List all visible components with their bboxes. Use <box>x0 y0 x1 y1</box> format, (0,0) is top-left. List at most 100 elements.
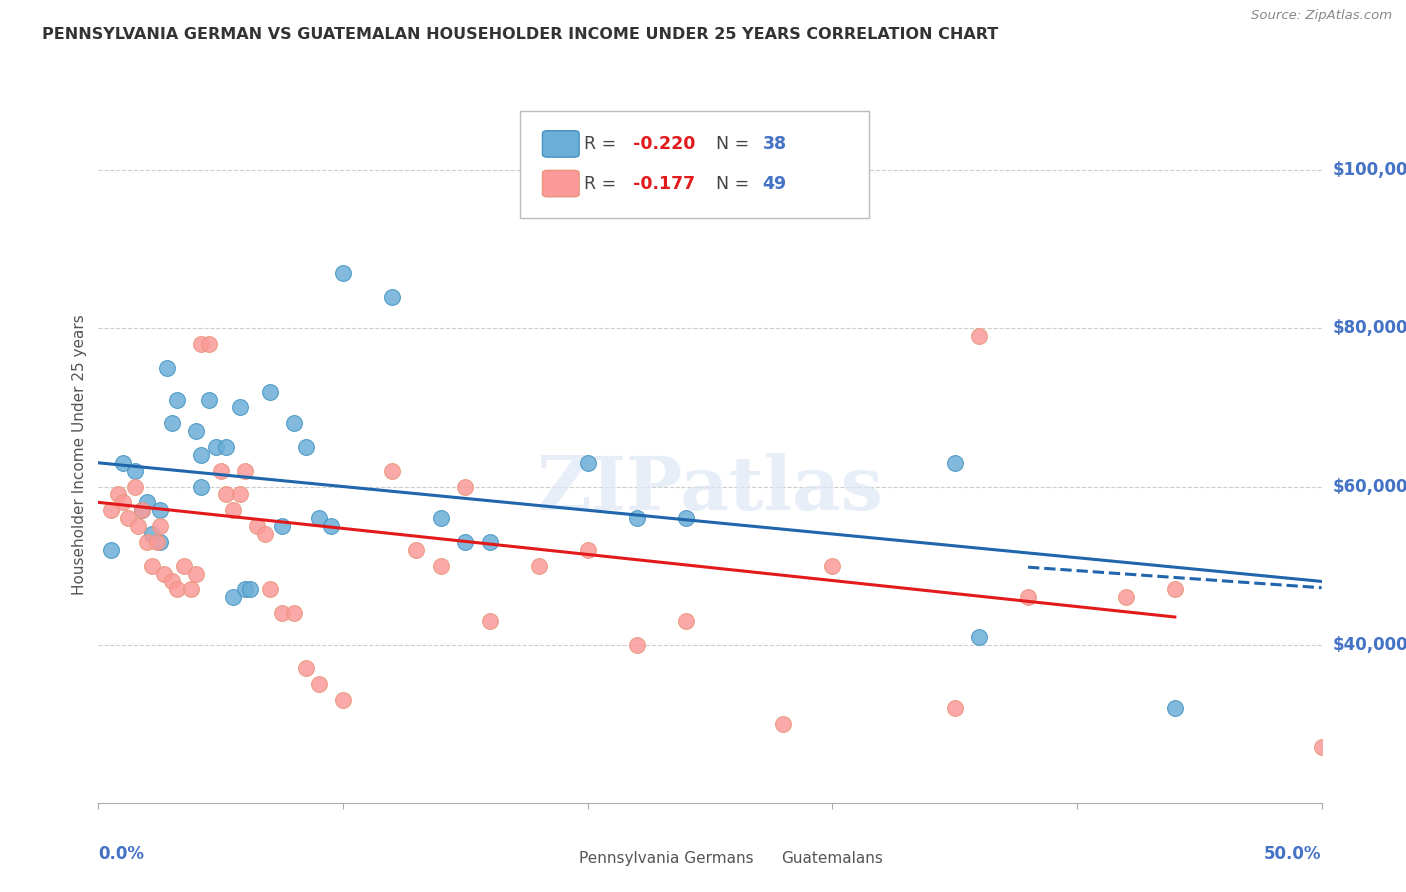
Point <box>190 479 212 493</box>
Point <box>127 519 149 533</box>
Point <box>205 440 228 454</box>
Point <box>146 535 169 549</box>
Point <box>943 456 966 470</box>
Point <box>283 606 305 620</box>
Point <box>675 511 697 525</box>
Point <box>197 392 219 407</box>
Text: -0.177: -0.177 <box>633 175 695 193</box>
Point <box>156 361 179 376</box>
Point <box>190 337 212 351</box>
Point <box>173 558 195 573</box>
Point <box>222 503 245 517</box>
Text: $80,000: $80,000 <box>1333 319 1406 337</box>
Point <box>319 519 342 533</box>
Point <box>214 487 236 501</box>
Point <box>270 606 294 620</box>
Point <box>772 716 794 731</box>
Point <box>332 693 354 707</box>
FancyBboxPatch shape <box>543 131 579 157</box>
Point <box>186 566 208 581</box>
Point <box>967 329 990 343</box>
Point <box>295 661 318 675</box>
Point <box>100 503 122 517</box>
Point <box>239 582 262 597</box>
Point <box>478 614 501 628</box>
Point <box>527 558 550 573</box>
Point <box>283 417 305 431</box>
Point <box>1017 591 1039 605</box>
Point <box>131 503 153 517</box>
Point <box>117 511 139 525</box>
Text: Source: ZipAtlas.com: Source: ZipAtlas.com <box>1251 9 1392 22</box>
Point <box>675 614 697 628</box>
Point <box>430 511 453 525</box>
Text: 38: 38 <box>762 135 787 153</box>
FancyBboxPatch shape <box>541 847 575 870</box>
Point <box>454 535 477 549</box>
Text: R =: R = <box>583 175 627 193</box>
Point <box>166 392 188 407</box>
Point <box>160 574 183 589</box>
Point <box>332 266 354 280</box>
Point <box>197 337 219 351</box>
Point <box>141 558 163 573</box>
FancyBboxPatch shape <box>520 111 869 219</box>
Point <box>222 591 245 605</box>
Point <box>186 424 208 438</box>
Point <box>111 456 134 470</box>
Text: PENNSYLVANIA GERMAN VS GUATEMALAN HOUSEHOLDER INCOME UNDER 25 YEARS CORRELATION : PENNSYLVANIA GERMAN VS GUATEMALAN HOUSEH… <box>42 27 998 42</box>
Point <box>943 701 966 715</box>
Point <box>295 440 318 454</box>
Point <box>229 401 252 415</box>
Point <box>576 542 599 557</box>
Point <box>308 677 330 691</box>
Point <box>626 638 648 652</box>
Text: N =: N = <box>716 135 755 153</box>
Point <box>124 479 146 493</box>
Point <box>381 290 404 304</box>
Point <box>381 464 404 478</box>
FancyBboxPatch shape <box>543 170 579 197</box>
Point <box>111 495 134 509</box>
Point <box>967 630 990 644</box>
Point <box>131 503 153 517</box>
Point <box>576 456 599 470</box>
Text: Pennsylvania Germans: Pennsylvania Germans <box>579 851 754 866</box>
Point <box>259 384 281 399</box>
Text: 50.0%: 50.0% <box>1264 845 1322 863</box>
Text: 49: 49 <box>762 175 787 193</box>
Point <box>1164 582 1187 597</box>
Point <box>821 558 844 573</box>
Point <box>160 417 183 431</box>
Text: Guatemalans: Guatemalans <box>780 851 883 866</box>
Text: ZIPatlas: ZIPatlas <box>537 453 883 526</box>
Point <box>259 582 281 597</box>
Text: -0.220: -0.220 <box>633 135 696 153</box>
Point <box>209 464 232 478</box>
Point <box>107 487 129 501</box>
Text: 0.0%: 0.0% <box>98 845 145 863</box>
FancyBboxPatch shape <box>742 847 778 870</box>
Point <box>1164 701 1187 715</box>
Point <box>214 440 236 454</box>
Point <box>430 558 453 573</box>
Point <box>166 582 188 597</box>
Point <box>190 448 212 462</box>
Point <box>454 479 477 493</box>
Point <box>1310 740 1333 755</box>
Text: $100,000: $100,000 <box>1333 161 1406 179</box>
Point <box>246 519 269 533</box>
Point <box>136 495 159 509</box>
Point <box>233 582 256 597</box>
Point <box>233 464 256 478</box>
Point <box>253 527 276 541</box>
Point <box>149 535 172 549</box>
Point <box>153 566 176 581</box>
Text: R =: R = <box>583 135 621 153</box>
Text: N =: N = <box>716 175 755 193</box>
Point <box>1115 591 1137 605</box>
Text: $60,000: $60,000 <box>1333 477 1406 496</box>
Point <box>100 542 122 557</box>
Point <box>308 511 330 525</box>
Point <box>180 582 202 597</box>
